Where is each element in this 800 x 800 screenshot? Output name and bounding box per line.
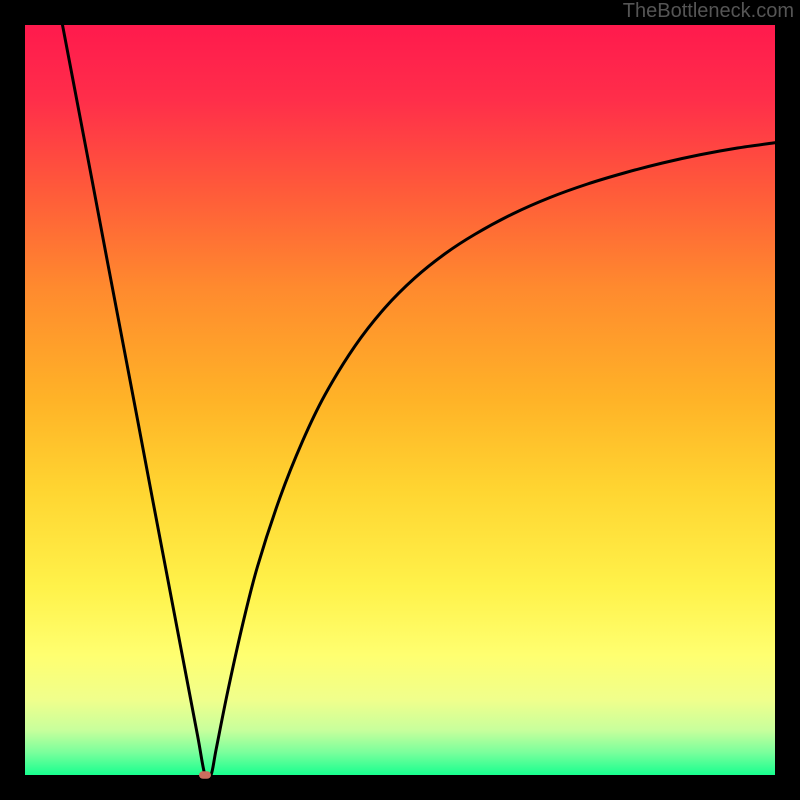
chart-container: TheBottleneck.com xyxy=(0,0,800,800)
attribution-label: TheBottleneck.com xyxy=(623,0,794,23)
minimum-marker xyxy=(199,771,211,779)
chart-svg xyxy=(0,0,800,800)
plot-background xyxy=(25,25,775,775)
